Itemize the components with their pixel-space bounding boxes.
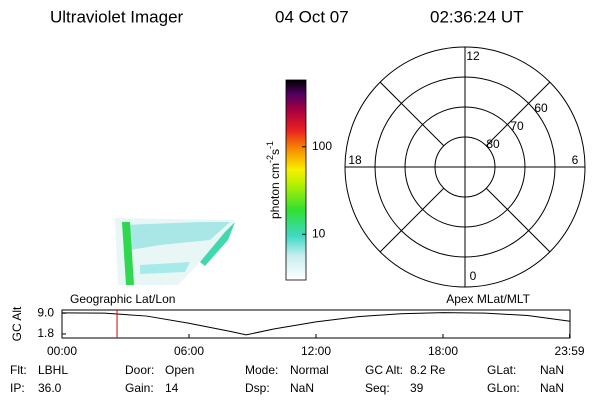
field-value: 14 [165, 381, 179, 395]
colorbar [285, 79, 307, 281]
polar-spoke [485, 187, 551, 253]
field-label: IP: [10, 381, 25, 395]
polar-spoke [379, 187, 445, 253]
field-label: GLon: [487, 381, 520, 395]
polar-spoke [379, 81, 445, 147]
field-value: Normal [290, 363, 329, 377]
date: 04 Oct 07 [275, 7, 349, 26]
y-tick-label: 1.8 [37, 326, 54, 340]
field-value: NaN [540, 363, 564, 377]
mlt-label: 12 [466, 49, 480, 63]
field-value: LBHL [38, 363, 68, 377]
time: 02:36:24 UT [430, 7, 524, 26]
colorbar-tick-label: 100 [312, 139, 332, 153]
mlt-label: 6 [572, 153, 579, 167]
instrument: Ultraviolet Imager [50, 7, 184, 26]
y-axis-label: GC Alt [10, 306, 24, 341]
colorbar-tick-label: 10 [312, 226, 326, 240]
lat-label: 70 [510, 119, 524, 133]
field-value: 8.2 Re [410, 363, 446, 377]
x-tick-label: 00:00 [47, 344, 77, 358]
altitude-curve [61, 312, 571, 336]
left-label: Geographic Lat/Lon [70, 292, 175, 306]
x-tick-label: 06:00 [174, 344, 204, 358]
field-value: NaN [540, 381, 564, 395]
right-label: Apex MLat/MLT [446, 292, 530, 306]
field-label: GLat: [487, 363, 516, 377]
field-value: 36.0 [38, 381, 62, 395]
x-tick-label: 12:00 [301, 344, 331, 358]
field-label: Seq: [365, 381, 390, 395]
y-tick-label: 9.0 [37, 305, 54, 319]
aurora-image [115, 218, 235, 285]
field-value: NaN [290, 381, 314, 395]
mlt-label: 0 [470, 269, 477, 283]
field-value: 39 [410, 381, 424, 395]
polar-spoke [485, 81, 551, 147]
lat-label: 60 [534, 101, 548, 115]
colorbar-label: photon cm-2s-1 [265, 141, 282, 219]
lat-label: 80 [486, 137, 500, 151]
field-label: Dsp: [245, 381, 270, 395]
field-label: Door: [125, 363, 154, 377]
field-label: Mode: [245, 363, 278, 377]
x-tick-label: 23:59 [555, 344, 585, 358]
field-value: Open [165, 363, 194, 377]
x-tick-label: 18:00 [428, 344, 458, 358]
field-label: GC Alt: [365, 363, 403, 377]
mlt-label: 18 [348, 153, 362, 167]
field-label: Flt: [10, 363, 27, 377]
altitude-frame [61, 309, 571, 339]
field-label: Gain: [125, 381, 154, 395]
